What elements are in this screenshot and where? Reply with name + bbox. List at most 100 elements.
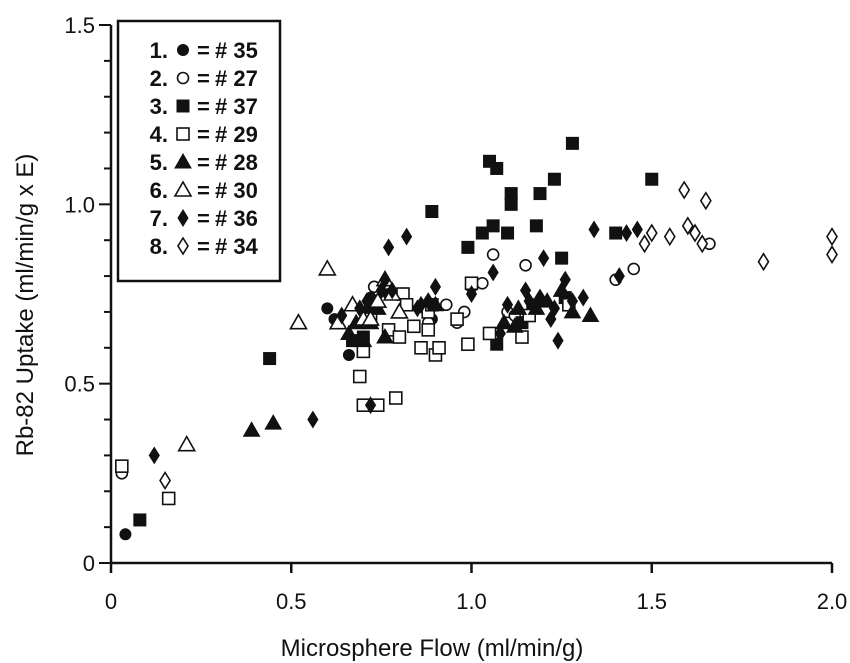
data-point-series-3 — [504, 187, 518, 201]
data-point-series-7 — [534, 288, 546, 307]
legend-marker — [174, 152, 192, 169]
legend-marker — [177, 44, 189, 56]
data-point-series-4 — [482, 326, 497, 341]
data-point-series-8 — [689, 223, 701, 243]
data-point-series-1 — [342, 348, 355, 361]
legend-number: 4. — [150, 122, 168, 147]
data-point-series-4 — [461, 337, 475, 352]
axes: 0 0.5 1.0 1.5 2.0 0 0.5 1.0 1.5 — [64, 13, 847, 614]
data-point-series-7 — [429, 277, 442, 296]
data-point-series-6 — [289, 313, 308, 330]
data-point-series-7 — [559, 270, 571, 289]
data-point-series-6 — [368, 291, 388, 308]
x-axis-title: Microsphere Flow (ml/min/g) — [281, 635, 584, 662]
data-point-series-6 — [361, 309, 380, 326]
legend-equals: = — [197, 38, 210, 63]
legend-equals: = — [197, 178, 210, 203]
data-point-series-6 — [317, 259, 337, 276]
data-point-series-7 — [566, 292, 579, 311]
legend-label: # 30 — [215, 178, 258, 203]
legend-label: # 27 — [215, 66, 258, 91]
legend-equals: = — [197, 122, 210, 147]
data-point-series-3 — [565, 136, 579, 150]
data-point-series-6 — [177, 435, 197, 452]
data-point-series-4 — [515, 330, 529, 344]
legend-equals: = — [197, 206, 210, 231]
data-point-series-7 — [148, 446, 160, 465]
legend-label: # 36 — [215, 206, 258, 231]
data-point-series-7 — [382, 238, 395, 257]
data-point-series-8 — [638, 234, 651, 254]
y-tick-label: 1.5 — [64, 13, 95, 38]
data-point-series-5 — [581, 306, 600, 323]
legend-marker — [177, 209, 189, 227]
data-point-series-4 — [392, 330, 407, 344]
data-point-series-3 — [501, 226, 515, 240]
data-point-series-7 — [552, 331, 564, 350]
data-point-series-7 — [577, 288, 589, 307]
data-point-series-4 — [115, 459, 129, 473]
data-point-series-4 — [414, 340, 428, 355]
data-point-series-5 — [509, 299, 528, 315]
legend-number: 3. — [150, 94, 168, 119]
data-point-series-7 — [588, 220, 600, 239]
x-tick-label: 0 — [105, 589, 117, 614]
data-point-series-7 — [364, 396, 377, 415]
x-tick-label: 2.0 — [817, 589, 848, 614]
data-point-series-2 — [476, 276, 489, 290]
data-point-series-8 — [681, 216, 694, 236]
legend-number: 1. — [150, 38, 168, 63]
data-point-series-3 — [609, 226, 623, 240]
y-tick-label: 1.0 — [64, 192, 95, 217]
data-point-series-2 — [627, 262, 641, 276]
data-point-series-7 — [401, 227, 413, 246]
data-point-series-7 — [379, 270, 391, 289]
y-tick-label: 0 — [83, 551, 95, 576]
data-point-series-7 — [538, 249, 550, 268]
data-point-series-7 — [465, 285, 478, 303]
data-point-series-1 — [321, 302, 334, 315]
data-point-series-7 — [354, 299, 366, 318]
data-point-series-7 — [487, 263, 499, 282]
data-point-series-5 — [505, 317, 524, 333]
legend-label: # 34 — [215, 234, 259, 259]
data-point-series-3 — [529, 219, 543, 233]
data-point-series-5 — [354, 331, 373, 348]
legend-box — [116, 19, 282, 283]
x-tick-label: 1.0 — [456, 589, 487, 614]
legend-marker — [176, 71, 190, 85]
data-point-series-4 — [407, 319, 421, 334]
legend-label: # 35 — [215, 38, 258, 63]
data-point-series-5 — [242, 421, 261, 437]
data-point-series-3 — [645, 172, 659, 186]
data-point-series-5 — [340, 324, 358, 340]
data-point-series-4 — [388, 391, 403, 405]
x-tick-label: 0.5 — [276, 589, 307, 614]
data-point-series-1 — [119, 528, 132, 541]
data-point-series-8 — [699, 191, 712, 211]
data-point-series-7 — [631, 220, 643, 239]
data-point-series-3 — [475, 226, 489, 240]
data-point-series-8 — [159, 470, 172, 491]
data-point-series-3 — [547, 172, 561, 186]
data-point-series-3 — [425, 205, 439, 219]
data-point-series-7 — [422, 292, 434, 311]
data-point-series-3 — [133, 513, 147, 527]
data-point-series-8 — [826, 227, 838, 247]
legend-marker — [176, 127, 190, 141]
data-point-series-7 — [501, 295, 514, 314]
y-tick-label: 0.5 — [64, 372, 95, 397]
data-point-series-5 — [264, 414, 283, 430]
legend-equals: = — [197, 234, 210, 259]
data-point-series-4 — [356, 344, 371, 359]
data-point-series-8 — [696, 234, 709, 254]
data-point-series-7 — [307, 410, 319, 429]
data-point-series-6 — [390, 302, 409, 319]
data-point-series-8 — [757, 252, 770, 272]
data-point-series-4 — [352, 369, 367, 384]
data-point-series-7 — [548, 299, 561, 318]
y-axis-title: Rb-82 Uptake (ml/min/g x E) — [12, 154, 39, 457]
data-point-series-8 — [826, 245, 838, 265]
data-point-series-3 — [504, 197, 518, 211]
